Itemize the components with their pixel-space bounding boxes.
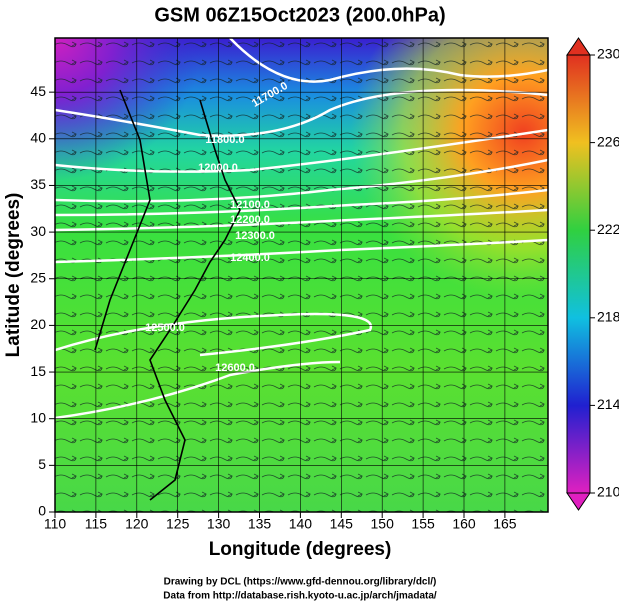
- y-tick-label: 40: [30, 130, 46, 146]
- y-tick-label: 10: [30, 409, 46, 425]
- x-axis-label: Longitude (degrees): [209, 539, 392, 560]
- colorbar-tick-label: 210: [597, 484, 619, 500]
- y-tick-label: 30: [30, 223, 46, 239]
- contour-label: 12600.0: [215, 362, 255, 374]
- x-tick-label: 110: [44, 516, 67, 532]
- x-tick-label: 135: [248, 516, 272, 532]
- y-tick-label: 15: [30, 363, 46, 379]
- x-tick-label: 140: [289, 516, 313, 532]
- x-tick-label: 125: [166, 516, 190, 532]
- colorbar-min-arrow: [566, 492, 591, 511]
- x-tick-label: 145: [330, 516, 354, 532]
- title: GSM 06Z15Oct2023 (200.0hPa): [154, 4, 445, 26]
- map-field: 11700.011800.012000.012100.012200.012300…: [55, 38, 548, 512]
- contour-label: 12100.0: [230, 199, 270, 211]
- contour-label: 12300.0: [235, 230, 275, 242]
- x-tick-label: 130: [207, 516, 231, 532]
- plot-frame: [54, 37, 549, 513]
- colorbar-tick-label: 230: [597, 46, 619, 62]
- colorbar-tick-label: 214: [597, 396, 619, 412]
- x-tick-label: 165: [493, 516, 517, 532]
- colorbar: [566, 54, 591, 494]
- x-tick-label: 115: [85, 516, 108, 532]
- x-tick-label: 120: [125, 516, 149, 532]
- contour-label: 12200.0: [230, 214, 270, 226]
- y-tick-label: 5: [38, 456, 46, 472]
- y-tick-label: 0: [38, 503, 46, 519]
- y-tick-label: 25: [30, 269, 46, 285]
- y-axis-label: Latitude (degrees): [3, 193, 24, 358]
- colorbar-tick-label: 226: [597, 133, 619, 149]
- y-tick-label: 35: [30, 176, 46, 192]
- x-tick-label: 155: [411, 516, 435, 532]
- x-tick-label: 160: [452, 516, 476, 532]
- contour-label: 12000.0: [198, 162, 238, 174]
- contour-label: 11800.0: [205, 134, 244, 146]
- colorbar-tick-label: 218: [597, 309, 619, 325]
- contour-label: 12400.0: [230, 252, 270, 264]
- x-tick-label: 150: [371, 516, 395, 532]
- footer-line: Data from http://database.rish.kyoto-u.a…: [163, 591, 437, 602]
- colorbar-tick-label: 222: [597, 221, 619, 237]
- colorbar-max-arrow: [566, 37, 591, 56]
- contour-label: 12500.0: [145, 322, 185, 334]
- y-tick-label: 20: [30, 316, 46, 332]
- footer-line: Drawing by DCL (https://www.gfd-dennou.o…: [164, 577, 437, 588]
- y-tick-label: 45: [30, 83, 46, 99]
